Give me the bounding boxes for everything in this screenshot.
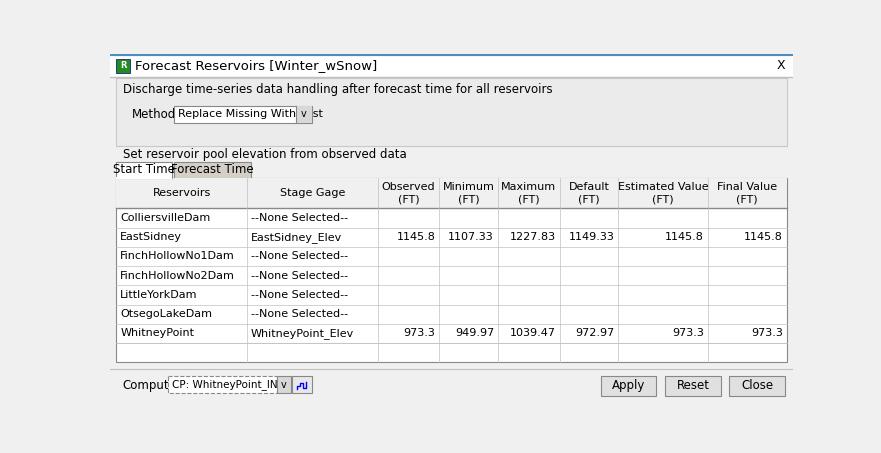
Bar [116,78,787,146]
Text: 1039.47: 1039.47 [510,328,556,338]
Bar [116,162,172,178]
Text: --None Selected--: --None Selected-- [251,290,348,300]
Text: Default: Default [568,182,610,192]
Text: Close: Close [741,379,774,392]
Bar [110,369,793,403]
Text: Final Value: Final Value [717,182,777,192]
Text: 1145.8: 1145.8 [665,232,704,242]
Text: Forecast Reservoirs [Winter_wSnow]: Forecast Reservoirs [Winter_wSnow] [135,59,377,72]
Text: v: v [281,380,286,390]
Text: OtsegoLakeDam: OtsegoLakeDam [120,309,212,319]
Bar [168,376,277,393]
Text: Forecast Time: Forecast Time [171,164,254,176]
Text: EastSidney: EastSidney [120,232,182,242]
Text: --None Selected--: --None Selected-- [251,251,348,261]
Text: EastSidney_Elev: EastSidney_Elev [251,232,342,243]
Text: WhitneyPoint: WhitneyPoint [120,328,194,338]
Text: --None Selected--: --None Selected-- [251,271,348,281]
Text: 973.3: 973.3 [751,328,783,338]
Text: 973.3: 973.3 [403,328,435,338]
Bar [116,178,787,362]
Text: Apply: Apply [612,379,645,392]
Text: FinchHollowNo2Dam: FinchHollowNo2Dam [120,271,235,281]
Text: 1227.83: 1227.83 [510,232,556,242]
Text: 972.97: 972.97 [575,328,614,338]
Text: FinchHollowNo1Dam: FinchHollowNo1Dam [120,251,235,261]
Text: Compute:: Compute: [122,379,181,392]
Text: Reservoirs: Reservoirs [152,188,211,198]
Bar [665,376,721,396]
Text: 1149.33: 1149.33 [568,232,614,242]
Bar [601,376,656,396]
Text: R: R [120,62,127,70]
Text: Maximum: Maximum [501,182,557,192]
Text: --None Selected--: --None Selected-- [251,309,348,319]
Text: Stage Gage: Stage Gage [279,188,345,198]
Bar [110,54,793,77]
Text: Start Time: Start Time [114,164,175,176]
Bar [174,162,251,178]
Bar [296,106,312,123]
Text: Discharge time-series data handling after forecast time for all reservoirs: Discharge time-series data handling afte… [122,83,552,96]
Text: (FT): (FT) [518,194,540,204]
Bar [116,59,130,73]
Text: 949.97: 949.97 [455,328,494,338]
Text: 1107.33: 1107.33 [448,232,494,242]
Text: Observed: Observed [381,182,435,192]
Text: (FT): (FT) [397,194,419,204]
Bar [277,376,291,393]
Text: 973.3: 973.3 [672,328,704,338]
Text: (FT): (FT) [652,194,674,204]
Bar [116,178,787,208]
Text: --None Selected--: --None Selected-- [251,213,348,223]
Text: WhitneyPoint_Elev: WhitneyPoint_Elev [251,328,354,339]
Text: CP: WhitneyPoint_IN: CP: WhitneyPoint_IN [172,379,278,390]
Bar [174,106,312,123]
Text: LittleYorkDam: LittleYorkDam [120,290,197,300]
Bar [729,376,785,396]
Text: Set reservoir pool elevation from observed data: Set reservoir pool elevation from observ… [122,148,406,161]
Text: 1145.8: 1145.8 [396,232,435,242]
Text: v: v [301,110,307,120]
Text: Estimated Value: Estimated Value [618,182,708,192]
Text: 1145.8: 1145.8 [744,232,783,242]
Text: Method:: Method: [132,108,180,121]
Text: (FT): (FT) [578,194,600,204]
Text: Minimum: Minimum [443,182,494,192]
Text: Replace Missing With Last: Replace Missing With Last [178,110,323,120]
Text: (FT): (FT) [458,194,479,204]
Text: X: X [777,59,786,72]
Bar [292,376,313,393]
Text: ColliersvilleDam: ColliersvilleDam [120,213,211,223]
Text: Reset: Reset [677,379,709,392]
Text: (FT): (FT) [737,194,758,204]
